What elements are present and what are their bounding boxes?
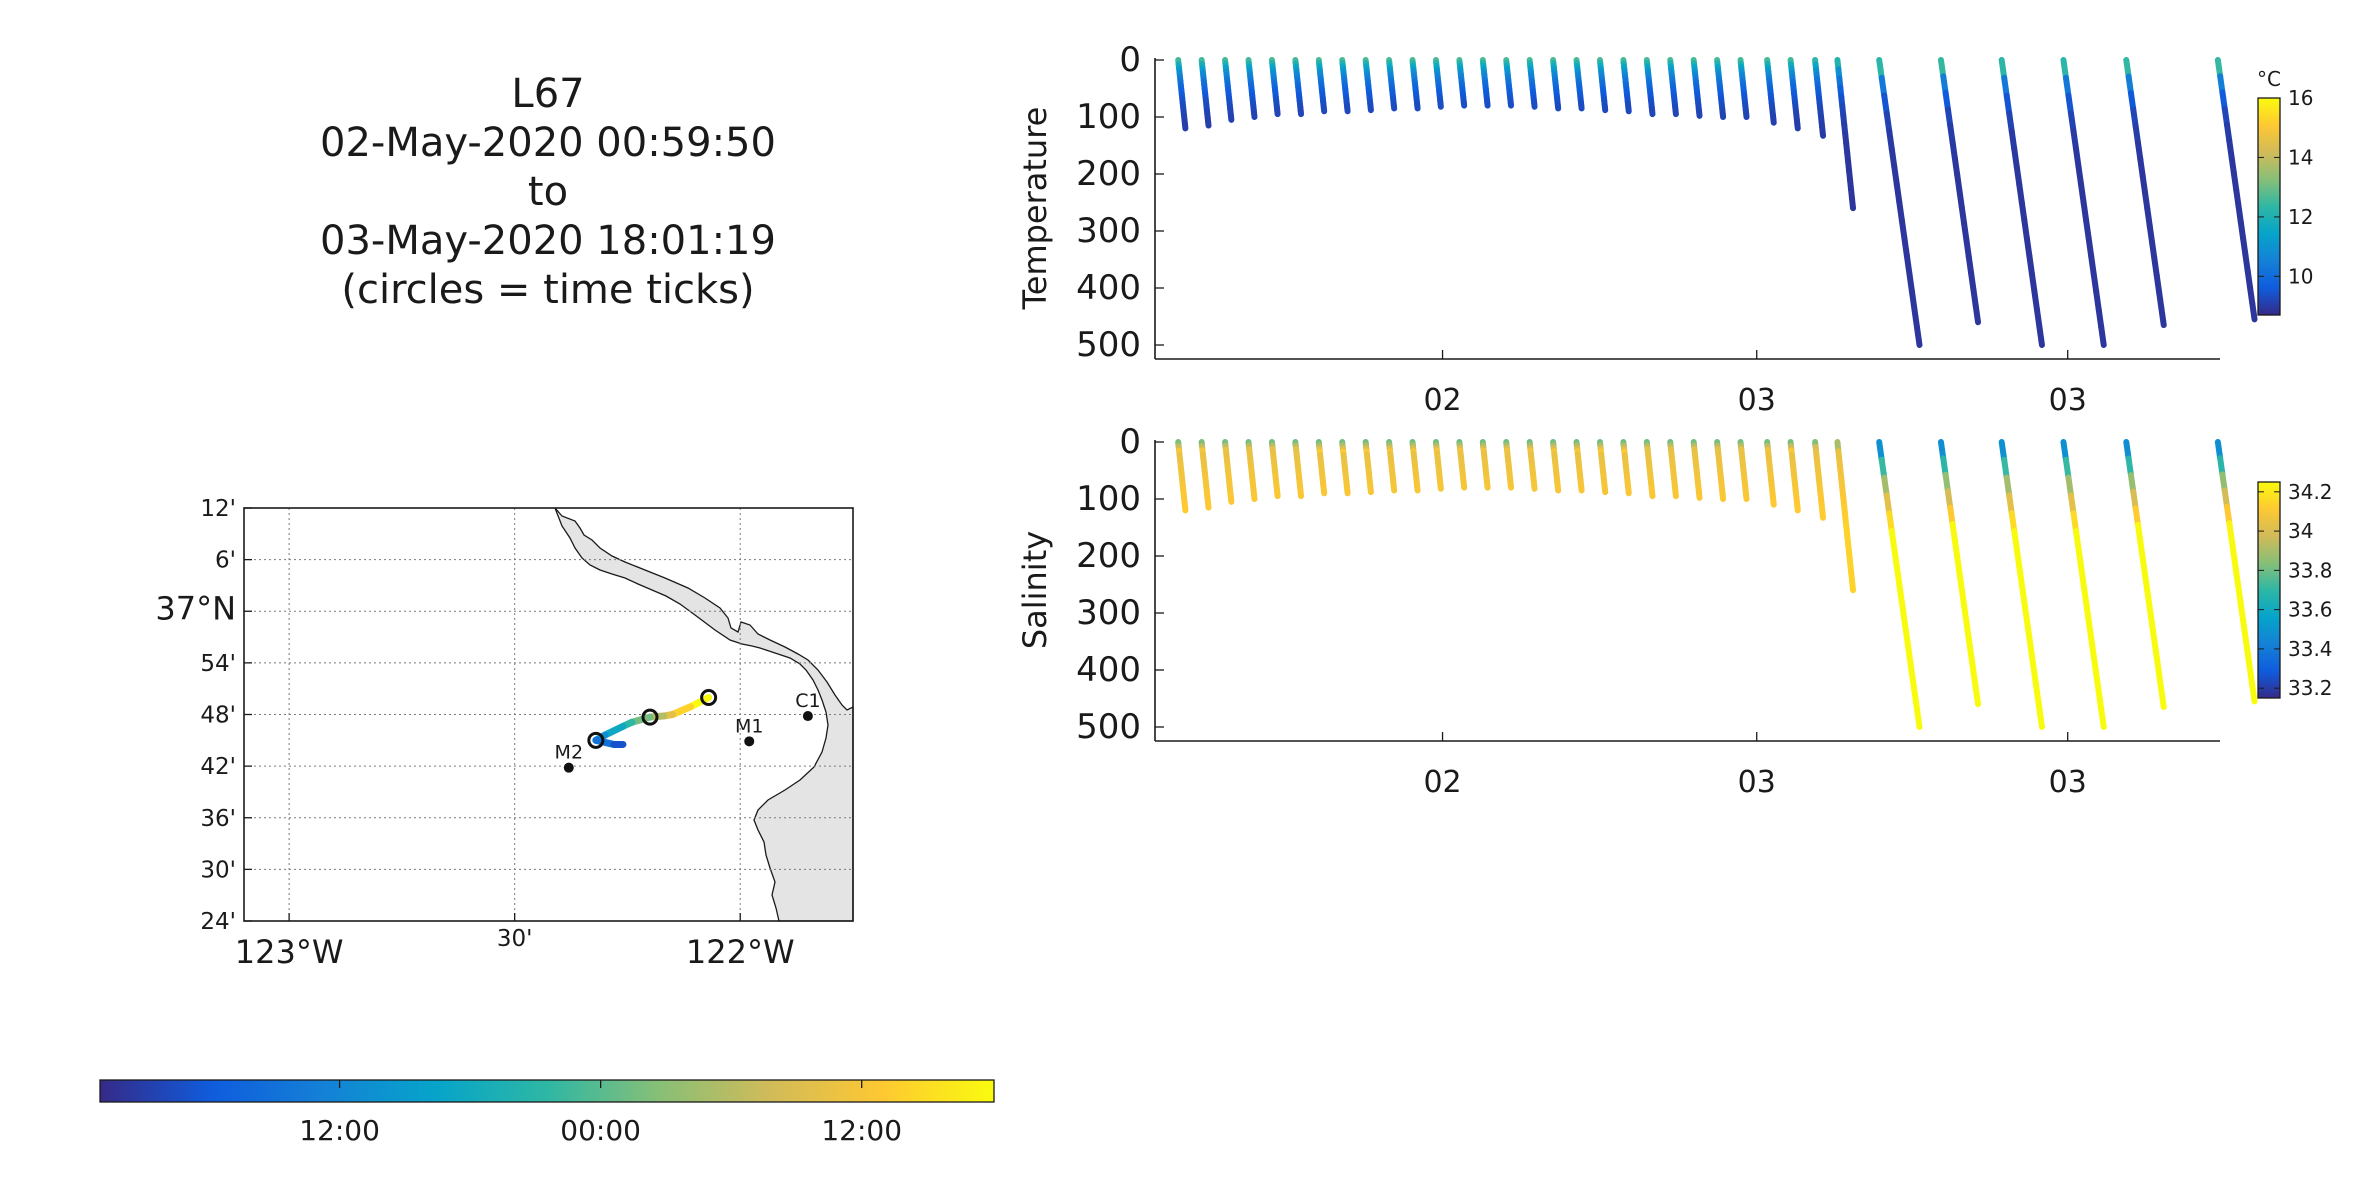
station-marker <box>744 736 755 747</box>
colorbar-tick-label: 16 <box>2288 86 2313 110</box>
map-frame <box>243 507 854 922</box>
time-colorbar-tick-label: 12:00 <box>821 1114 902 1147</box>
mooring-stations: C1 M1 M2 <box>555 690 821 773</box>
time-colorbar-tick-label: 12:00 <box>299 1114 380 1147</box>
land-area <box>554 507 854 922</box>
time-tick-circle <box>587 731 605 749</box>
temperature-colorbar: °C 10 12 14 16 <box>2257 67 2313 316</box>
glider-track <box>587 688 718 749</box>
temperature-colorbar-bar <box>2257 97 2281 316</box>
temperature-ylabel: Temperature <box>1016 107 1054 311</box>
map-lat-tick-label: 30' <box>200 857 236 883</box>
colorbar-tick-label: 33.6 <box>2288 598 2333 622</box>
y-tick-label: 200 <box>1076 536 1141 576</box>
profile-segment <box>2249 300 2258 323</box>
profile-segment <box>2036 706 2045 730</box>
y-tick-label: 300 <box>1076 593 1141 633</box>
temperature-axes: 0 100 200 300 400 500 02 03 03 <box>1076 40 2220 418</box>
salinity-colorbar: 33.2 33.4 33.6 33.8 34 34.2 <box>2257 480 2333 700</box>
station-marker <box>802 711 813 722</box>
profile-segment <box>2158 305 2167 329</box>
colorbar-tick-label: 14 <box>2288 145 2313 169</box>
y-tick-label: 500 <box>1076 707 1141 747</box>
colorbar-tick-label: 33.8 <box>2288 558 2333 582</box>
temperature-colorbar-unit: °C <box>2257 67 2281 91</box>
colorbar-tick-label: 33.4 <box>2288 637 2333 661</box>
time-tick-circle <box>700 688 718 706</box>
time-colorbar-tick-label: 00:00 <box>560 1114 641 1147</box>
salinity-profiles <box>1175 439 2258 730</box>
salinity-colorbar-ticks: 33.2 33.4 33.6 33.8 34 34.2 <box>2258 480 2333 700</box>
time-colorbar-ticks: 12:00 00:00 12:00 <box>299 1080 902 1147</box>
map-lon-tick-label: 123°W <box>235 933 344 971</box>
colorbar-tick-label: 34.2 <box>2288 480 2333 504</box>
profile-segment <box>1972 684 1982 708</box>
profile-segment <box>1972 302 1982 326</box>
title-line-3: to <box>528 169 568 215</box>
time-colorbar: 12:00 00:00 12:00 <box>99 1079 995 1147</box>
x-tick-label: 03 <box>2049 765 2087 800</box>
y-tick-label: 100 <box>1076 97 1141 137</box>
title-line-2: 02-May-2020 00:59:50 <box>320 120 776 166</box>
x-tick-label: 03 <box>1738 765 1776 800</box>
map-lat-ticks: 12' 6' 37°N 54' 48' 42' 36' 30' 24' <box>155 496 236 935</box>
figure-title: L67 02-May-2020 00:59:50 to 03-May-2020 … <box>320 71 776 313</box>
y-tick-label: 0 <box>1119 40 1141 80</box>
x-tick-label: 03 <box>1738 383 1776 418</box>
map-lat-tick-label: 12' <box>200 496 236 522</box>
salinity-colorbar-bar <box>2257 481 2281 699</box>
map-lat-tick-label: 6' <box>215 548 236 574</box>
colorbar-tick-label: 33.2 <box>2288 676 2333 700</box>
salinity-panel: 0 100 200 300 400 500 02 03 03 Salinity 33.2 33.4… <box>1016 422 2333 800</box>
salinity-axes: 0 100 200 300 400 500 02 03 03 <box>1076 422 2220 800</box>
title-line-4: 03-May-2020 18:01:19 <box>320 218 776 264</box>
temperature-profiles <box>1175 57 2258 348</box>
title-line-1: L67 <box>511 71 584 117</box>
profile-segment <box>2249 682 2258 705</box>
profile-segment <box>1849 195 1857 212</box>
salinity-ylabel: Salinity <box>1016 531 1054 649</box>
map-lat-tick-label: 54' <box>200 651 236 677</box>
y-tick-label: 200 <box>1076 154 1141 194</box>
time-colorbar-bar <box>99 1079 995 1103</box>
temperature-panel: 0 100 200 300 400 500 02 03 03 Temperature °C 10… <box>1016 40 2313 418</box>
map-lon-ticks: 123°W 30' 122°W <box>235 926 795 971</box>
profile-segment <box>2158 687 2167 711</box>
time-tick-circle <box>641 708 659 726</box>
title-line-5: (circles = time ticks) <box>341 267 754 313</box>
y-tick-label: 100 <box>1076 479 1141 519</box>
y-tick-label: 400 <box>1076 268 1141 308</box>
map-lat-tick-label: 37°N <box>155 589 236 627</box>
profile-segment <box>2098 324 2107 348</box>
profile-segment <box>2098 706 2107 730</box>
profile-segment <box>1913 324 1923 348</box>
map-lon-tick-label: 122°W <box>686 933 795 971</box>
station-label: M2 <box>555 742 583 764</box>
map-panel: 12' 6' 37°N 54' 48' 42' 36' 30' 24' 123°W 30' 122°… <box>155 496 854 971</box>
y-tick-label: 300 <box>1076 211 1141 251</box>
map-lat-tick-label: 36' <box>200 806 236 832</box>
map-lat-tick-label: 42' <box>200 754 236 780</box>
colorbar-tick-label: 34 <box>2288 519 2313 543</box>
profile-segment <box>2036 324 2045 348</box>
y-tick-label: 400 <box>1076 650 1141 690</box>
colorbar-tick-label: 12 <box>2288 205 2313 229</box>
y-tick-label: 500 <box>1076 325 1141 365</box>
temperature-colorbar-ticks: 10 12 14 16 <box>2258 86 2313 288</box>
map-lat-tick-label: 24' <box>200 909 236 935</box>
map-lat-tick-label: 48' <box>200 703 236 729</box>
x-tick-label: 02 <box>1423 765 1461 800</box>
station-label: C1 <box>795 690 820 712</box>
x-tick-label: 02 <box>1423 383 1461 418</box>
profile-segment <box>1913 706 1923 730</box>
colorbar-tick-label: 10 <box>2288 264 2313 288</box>
map-lon-tick-label: 30' <box>497 926 533 952</box>
x-tick-label: 03 <box>2049 383 2087 418</box>
y-tick-label: 0 <box>1119 422 1141 462</box>
station-marker <box>563 762 574 773</box>
station-label: M1 <box>735 715 763 737</box>
profile-segment <box>1849 577 1857 594</box>
